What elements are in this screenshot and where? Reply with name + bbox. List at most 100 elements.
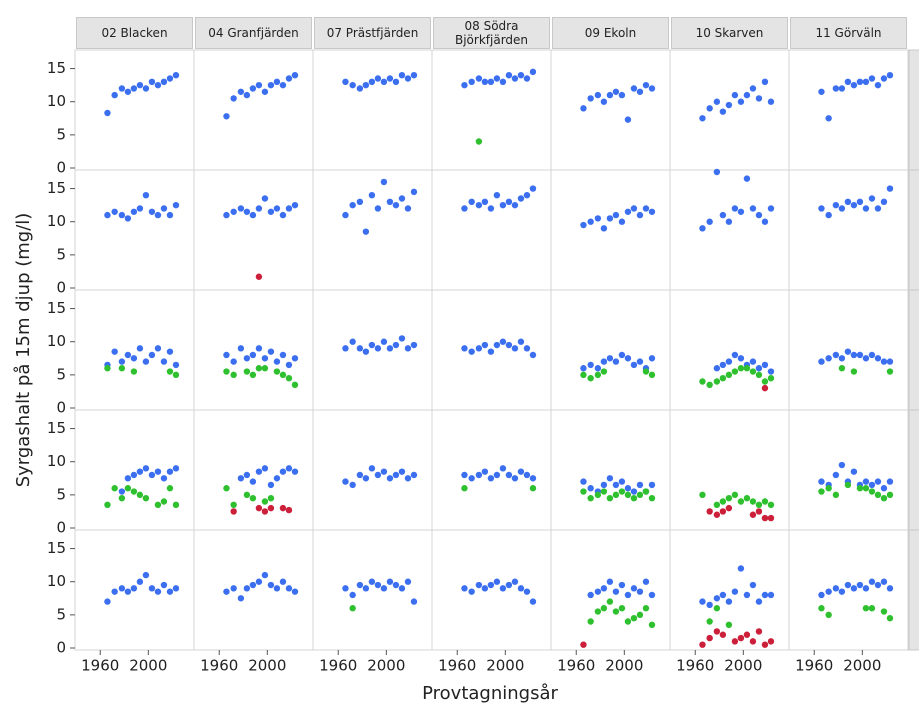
data-point [124,475,132,482]
panel [312,529,433,651]
data-point [517,468,525,475]
data-point [267,581,275,589]
y-tick-label: 10 [47,572,66,590]
data-point [517,338,525,345]
y-tick-label: 5 [56,365,66,383]
data-point [130,471,138,479]
data-point [243,208,251,215]
data-point [386,75,394,82]
data-point [880,485,888,492]
data-point [618,351,626,359]
data-point [273,368,281,375]
data-point [832,351,840,359]
data-point [767,368,775,375]
data-point [767,98,775,105]
data-point [737,634,745,642]
data-point [255,578,263,585]
y-tick-label: 15 [47,179,66,197]
data-point [261,365,269,372]
data-point [499,78,507,86]
data-point [481,198,489,206]
data-point [398,585,406,592]
data-point [886,71,894,79]
x-tick-label: 2000 [843,657,881,675]
panel [193,49,314,171]
data-point [249,351,257,359]
data-point [148,585,156,592]
data-point [580,365,587,372]
data-point [767,638,775,645]
data-point [868,75,876,82]
data-point [468,475,475,482]
panel [550,49,671,171]
data-point [725,218,733,225]
data-point [767,374,775,382]
panel [669,49,790,171]
data-point [136,491,144,499]
data-point [279,578,287,585]
x-tick-label: 1960 [200,657,238,675]
data-point [862,485,870,492]
data-point [374,75,382,82]
data-point [880,608,888,615]
data-point [850,351,858,359]
data-point [529,475,537,482]
data-point [832,491,840,499]
data-point [223,351,230,359]
data-point [237,595,245,602]
panel [788,409,909,531]
data-point [279,351,287,359]
data-point [767,205,775,212]
row-strip [908,529,919,651]
data-point [410,341,418,349]
data-point [172,371,180,379]
data-point [111,208,118,215]
data-point [160,475,168,482]
data-point [349,605,356,612]
data-point [529,485,537,492]
data-point [618,478,626,485]
y-tick-label: 5 [56,605,66,623]
data-point [618,218,626,225]
data-point [862,585,870,592]
data-point [648,208,656,215]
data-point [511,578,519,585]
data-point [279,81,287,89]
data-point [267,208,275,215]
data-point [713,605,721,612]
data-point [261,571,269,579]
data-point [511,201,519,209]
data-point [124,88,132,95]
data-point [142,494,150,502]
data-point [461,485,468,492]
data-point [636,611,644,619]
data-point [529,68,537,76]
data-point [719,631,727,638]
data-point [862,478,870,485]
data-point [499,338,507,345]
x-tick-label: 1960 [319,657,357,675]
y-tick-label: 0 [56,639,66,657]
data-point [349,481,356,489]
panel [550,409,671,531]
data-point [255,504,263,512]
data-point [523,588,531,595]
panel [312,49,433,171]
data-point [706,218,713,225]
data-point [612,481,620,489]
data-point [818,358,825,365]
data-point [172,501,180,509]
data-point [255,273,263,280]
y-tick-label: 15 [47,59,66,77]
data-point [118,85,126,92]
data-point [737,355,745,362]
data-point [600,605,608,612]
data-point [713,511,721,518]
data-point [124,588,132,595]
data-point [461,205,468,212]
data-point [886,185,894,192]
data-point [172,585,180,592]
data-point [230,501,237,509]
data-point [636,358,644,365]
